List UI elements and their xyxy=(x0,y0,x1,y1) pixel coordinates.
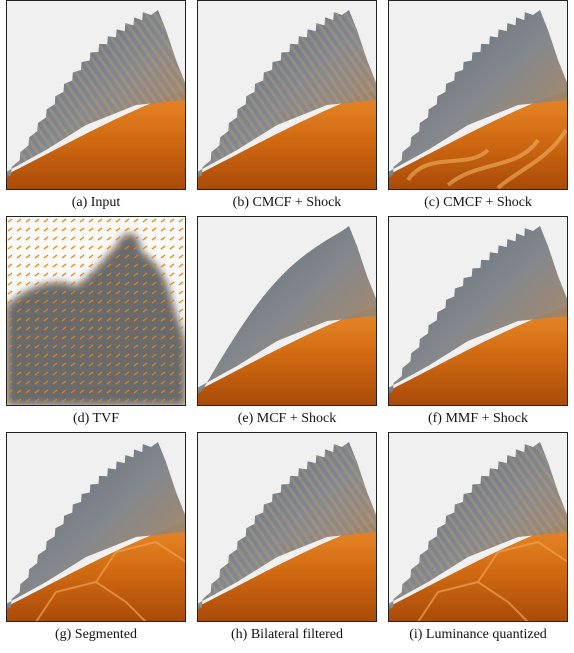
panel: (a) Input xyxy=(6,0,186,210)
panel: (e) MCF + Shock xyxy=(197,216,377,426)
figure: (a) Input (b) CMCF + Shock (c) CMCF + Shoc… xyxy=(0,0,574,653)
caption: (e) MCF + Shock xyxy=(238,411,337,426)
caption: (d) TVF xyxy=(73,411,119,426)
panel: (h) Bilateral filtered xyxy=(197,432,377,642)
caption: (g) Segmented xyxy=(55,627,137,642)
caption: (a) Input xyxy=(72,195,121,210)
panel: (f) MMF + Shock xyxy=(388,216,568,426)
vector-field-overlay xyxy=(6,216,186,406)
panel-image xyxy=(6,0,186,190)
panel-image xyxy=(197,216,377,406)
panel-image xyxy=(6,216,186,406)
caption: (f) MMF + Shock xyxy=(428,411,528,426)
caption: (i) Luminance quantized xyxy=(409,627,547,642)
panel-image xyxy=(388,0,568,190)
panel: (d) TVF xyxy=(6,216,186,426)
panel: (c) CMCF + Shock xyxy=(388,0,568,210)
panel-image xyxy=(388,432,568,622)
panel-image xyxy=(388,216,568,406)
panel-image xyxy=(197,0,377,190)
panel: (b) CMCF + Shock xyxy=(197,0,377,210)
caption: (h) Bilateral filtered xyxy=(231,627,343,642)
panel-image xyxy=(197,432,377,622)
panel: (i) Luminance quantized xyxy=(388,432,568,642)
caption: (b) CMCF + Shock xyxy=(233,195,342,210)
panel-image xyxy=(6,432,186,622)
panel: (g) Segmented xyxy=(6,432,186,642)
caption: (c) CMCF + Shock xyxy=(424,195,532,210)
